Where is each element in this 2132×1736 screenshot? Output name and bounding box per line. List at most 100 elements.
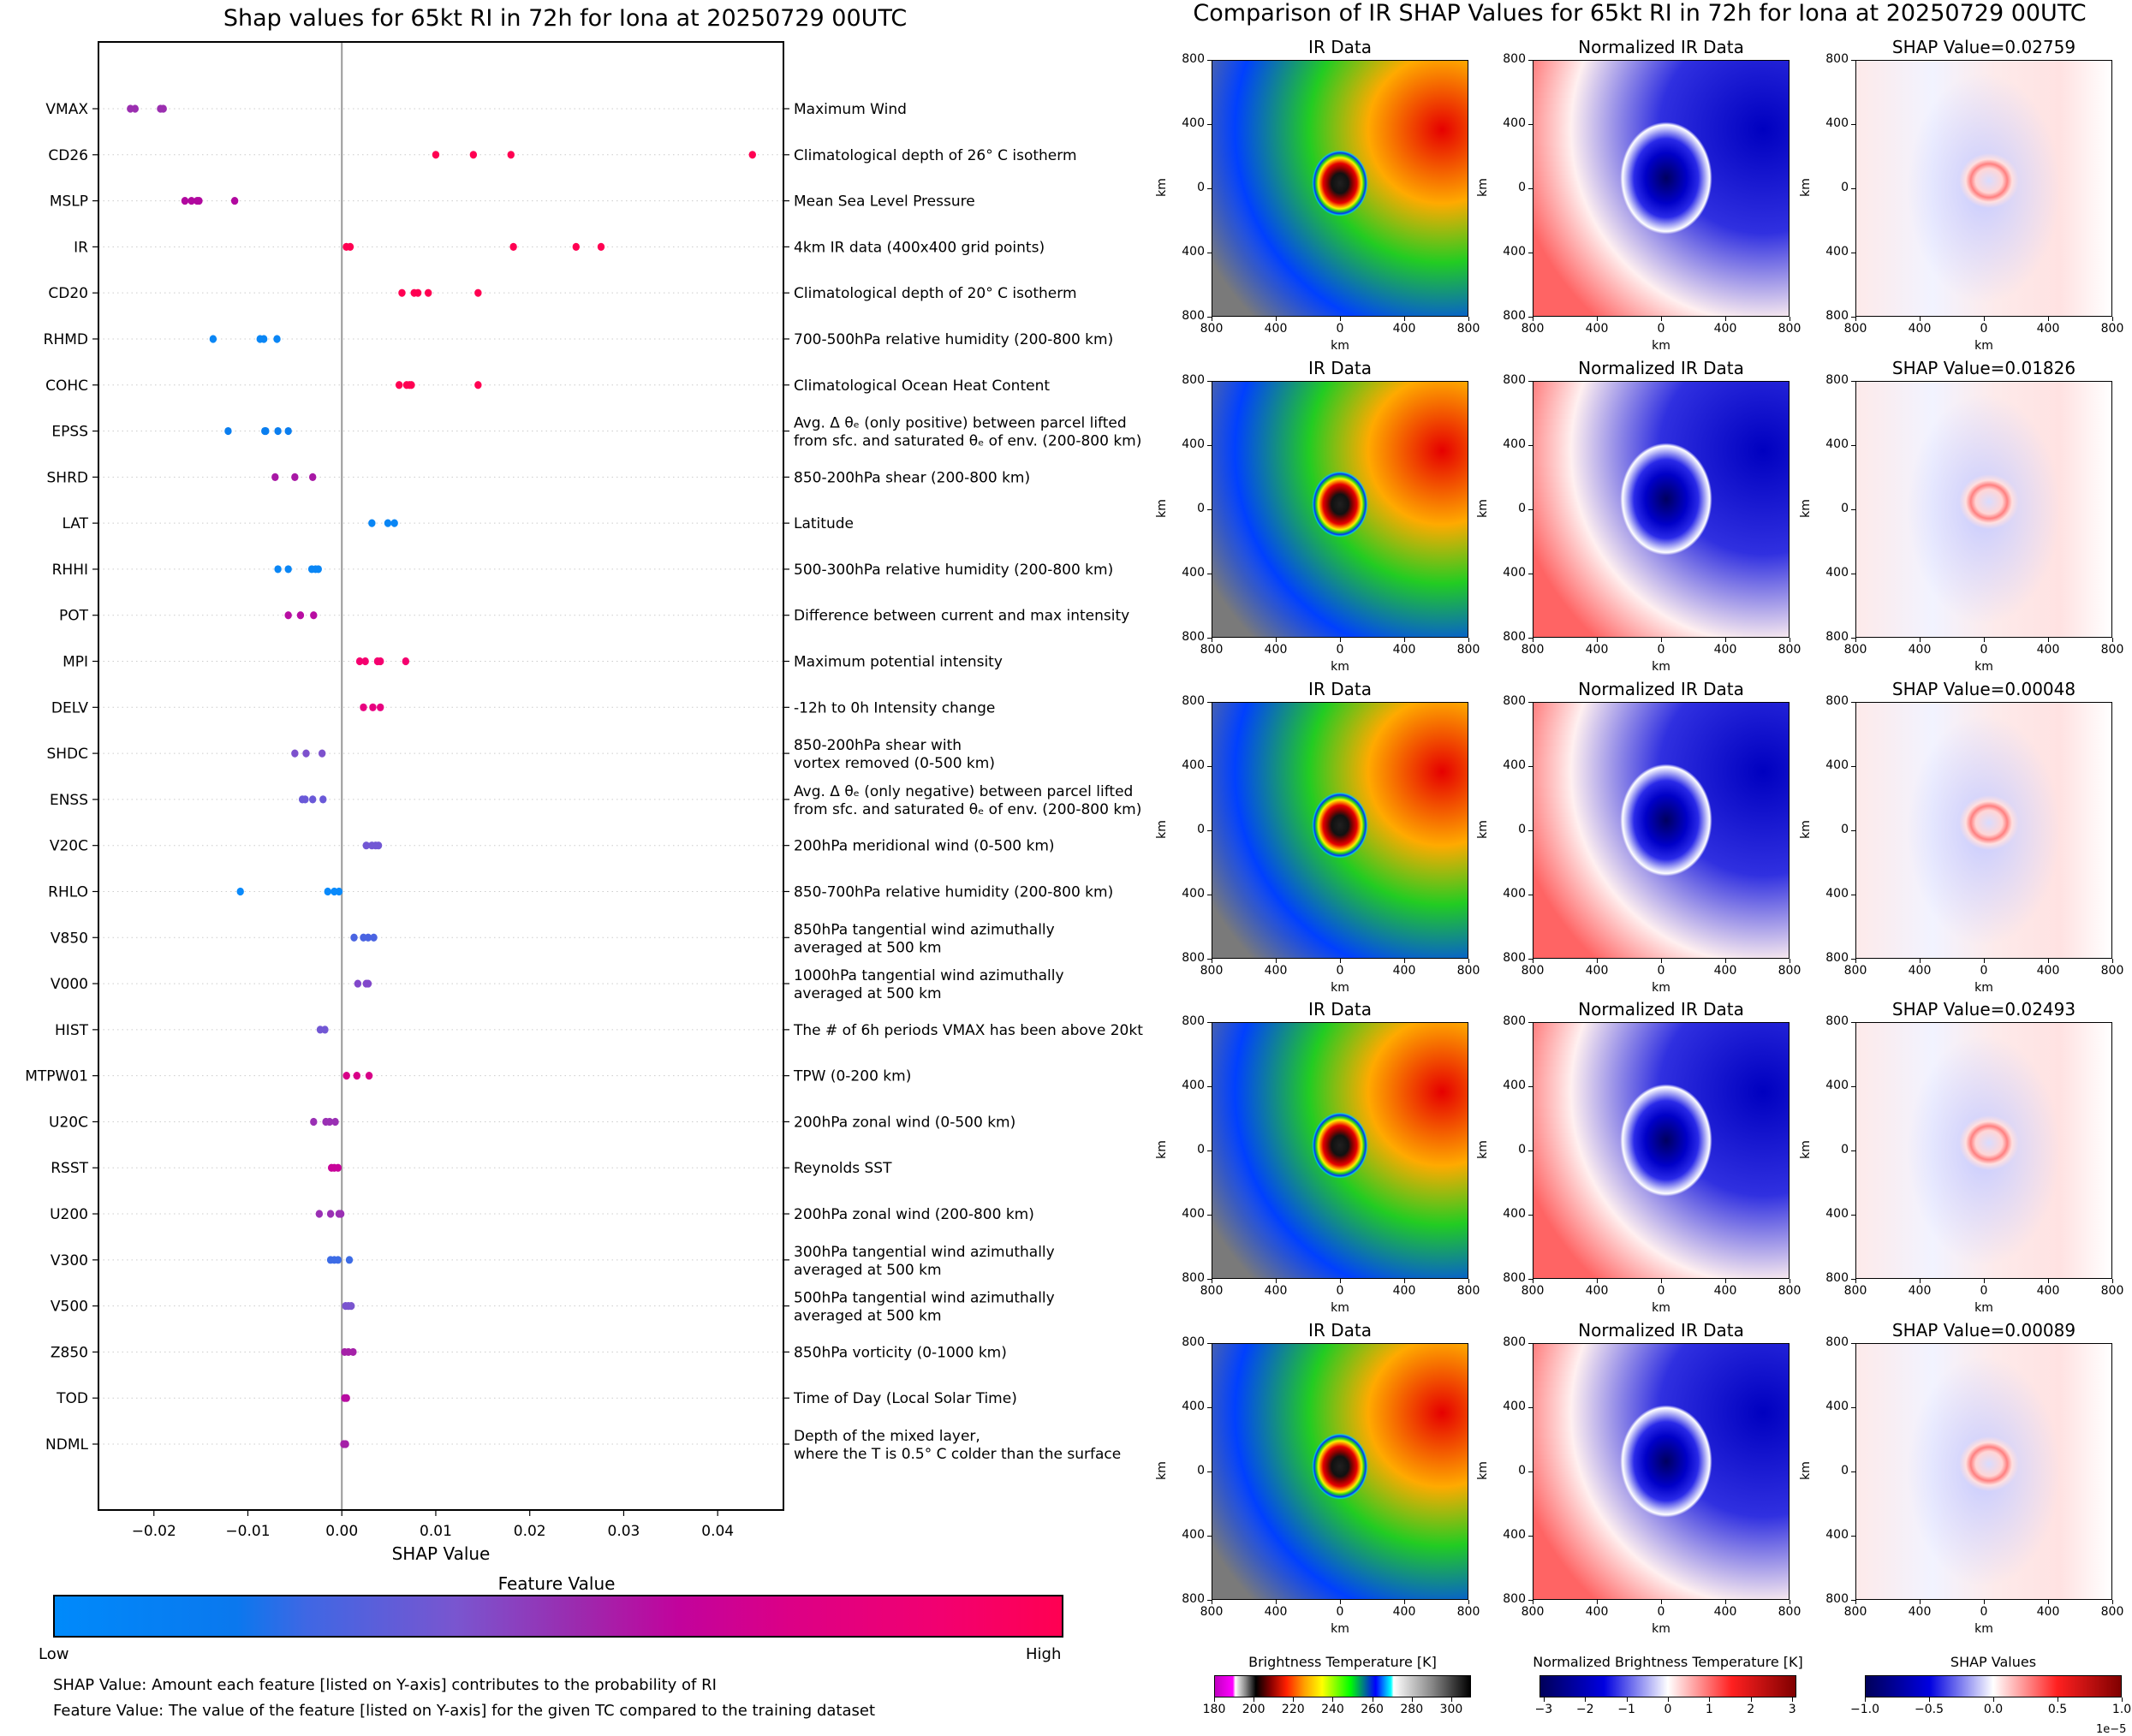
y-tick [1851, 188, 1855, 189]
data-point [314, 565, 322, 574]
normalized-ir-image [1533, 381, 1790, 638]
feature-description-label: averaged at 500 km [794, 985, 942, 1002]
y-tick-label: 800 [1503, 1335, 1526, 1349]
colorbar-tick [1450, 1697, 1452, 1702]
feature-description-label: Reynolds SST [794, 1160, 892, 1177]
x-tick [1920, 1600, 1921, 1604]
data-point [474, 288, 482, 297]
x-tick-label: 0.03 [608, 1523, 640, 1540]
y-tick [1207, 1150, 1212, 1151]
x-tick [2048, 638, 2049, 642]
x-axis-label: km [1331, 1622, 1349, 1636]
ir-data-panel-title: IR Data [1308, 999, 1372, 1020]
y-tick [1851, 830, 1855, 831]
y-axis-label: km [1155, 1140, 1169, 1159]
x-tick-label: 400 [1713, 322, 1737, 336]
y-axis-label: km [1476, 1461, 1490, 1480]
x-tick-label: 400 [1585, 964, 1609, 978]
feature-code-label: TOD [56, 1390, 88, 1407]
x-tick-label: 0 [1657, 322, 1665, 336]
data-point [424, 288, 432, 297]
feature-code-label: IR [74, 239, 88, 256]
x-tick-label: 0 [1980, 322, 1988, 336]
y-axis-label: km [1799, 820, 1813, 839]
y-tick-label: 400 [1825, 116, 1849, 130]
y-tick [1851, 381, 1855, 382]
data-point [353, 1072, 360, 1080]
x-axis-label: km [1652, 1622, 1670, 1636]
data-point [274, 565, 282, 574]
y-tick [1528, 1343, 1533, 1344]
data-point [230, 196, 239, 205]
feature-code-label: CD26 [48, 147, 88, 164]
y-tick [1207, 1471, 1212, 1472]
feature-code-label: V20C [50, 838, 88, 855]
x-tick-label: 800 [1521, 1284, 1545, 1298]
y-tick [1528, 1086, 1533, 1087]
ir-comparison-grid: IR Data 800 800 400 400 0 0 400 400 800 800 km km Nor… [1147, 0, 2132, 1736]
y-tick [1207, 1022, 1212, 1023]
feature-description-label: Climatological depth of 26° C isotherm [794, 147, 1077, 164]
feature-description-label: Difference between current and max inten… [794, 608, 1129, 625]
data-point [369, 703, 377, 711]
colorbar-tick-label: 220 [1281, 1703, 1305, 1716]
data-point [390, 519, 398, 527]
data-point [350, 933, 358, 942]
feature-code-label: MSLP [50, 193, 88, 211]
feature-description-label: Maximum potential intensity [794, 654, 1003, 671]
shap-value-panel-title: SHAP Value=0.01826 [1891, 358, 2076, 378]
y-axis-label: km [1799, 1461, 1813, 1480]
x-tick-label: 800 [1843, 643, 1867, 657]
y-axis-label: km [1476, 820, 1490, 839]
colorbar-tick-label: −1 [1617, 1703, 1635, 1716]
x-tick-label: 800 [1521, 964, 1545, 978]
data-point [474, 381, 482, 389]
y-tick [1207, 1600, 1212, 1601]
y-tick [1207, 1343, 1212, 1344]
y-tick-label: 800 [1503, 1271, 1526, 1285]
y-tick [1851, 766, 1855, 767]
data-point [284, 611, 292, 620]
colorbar-tick [1709, 1697, 1711, 1702]
data-point [209, 335, 217, 343]
x-tick-label: 800 [1521, 1605, 1545, 1619]
y-tick [1851, 638, 1855, 639]
x-tick [1276, 1600, 1277, 1604]
feature-description-label: Latitude [794, 515, 854, 532]
shap-value-panel-title: SHAP Value=0.02493 [1891, 999, 2076, 1020]
colorbar-title: Brightness Temperature [K] [1248, 1654, 1437, 1670]
y-tick [1207, 509, 1212, 510]
y-tick [1207, 188, 1212, 189]
feature-code-label: NDML [45, 1436, 88, 1454]
x-tick-label: 0 [1657, 964, 1665, 978]
normalized-ir-image [1533, 1343, 1790, 1600]
data-point [291, 473, 299, 481]
feature-code-label: CD20 [48, 285, 88, 302]
feature-description-label: Depth of the mixed layer, [794, 1428, 980, 1445]
x-tick-label: 400 [1908, 322, 1932, 336]
feature-code-label: V300 [51, 1252, 88, 1269]
x-axis-label: km [1652, 1301, 1670, 1315]
y-tick-label: 400 [1182, 887, 1205, 901]
data-point [336, 1210, 345, 1218]
x-axis-label: km [1331, 660, 1349, 674]
x-tick-label: 800 [1456, 1284, 1480, 1298]
data-point [469, 151, 478, 159]
y-tick [1851, 1086, 1855, 1087]
y-tick-label: 0 [1518, 823, 1526, 836]
data-point [224, 426, 232, 436]
data-point [159, 104, 167, 113]
y-tick-label: 800 [1503, 694, 1526, 708]
x-tick [1855, 317, 1856, 321]
x-tick-label: 0 [1657, 1605, 1665, 1619]
x-tick-label: 400 [1264, 322, 1288, 336]
feature-description-label: Mean Sea Level Pressure [794, 193, 975, 211]
normalized-ir-panel-title: Normalized IR Data [1578, 37, 1744, 57]
shap-value-panel-title: SHAP Value=0.00089 [1891, 1320, 2076, 1341]
x-tick-label: 800 [2100, 322, 2124, 336]
y-tick [1207, 60, 1212, 61]
x-tick-label: 800 [1200, 322, 1224, 336]
x-tick-label: 400 [2036, 1284, 2060, 1298]
feature-description-label: 850-200hPa shear with [794, 737, 962, 754]
shap-value-panel-title: SHAP Value=0.02759 [1891, 37, 2076, 57]
